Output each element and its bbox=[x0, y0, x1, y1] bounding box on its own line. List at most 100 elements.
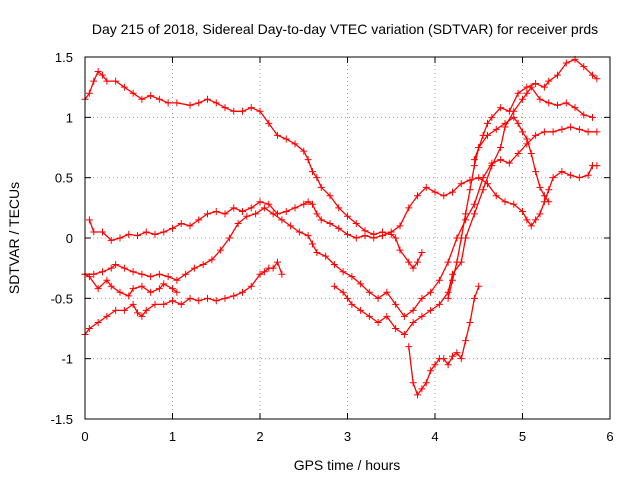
series bbox=[330, 83, 596, 339]
data-point bbox=[418, 312, 426, 320]
data-point bbox=[230, 107, 238, 115]
data-point bbox=[90, 270, 98, 278]
data-point bbox=[212, 297, 220, 305]
data-point bbox=[370, 234, 378, 242]
data-point bbox=[488, 113, 496, 121]
y-tick-label: -1.5 bbox=[51, 412, 73, 427]
series bbox=[81, 270, 181, 300]
data-point bbox=[120, 306, 128, 314]
data-point bbox=[112, 261, 120, 269]
data-point bbox=[593, 75, 601, 83]
data-point bbox=[492, 192, 500, 200]
data-point bbox=[195, 216, 203, 224]
data-point bbox=[558, 125, 566, 133]
data-point bbox=[330, 261, 338, 269]
data-point bbox=[470, 200, 478, 208]
data-point bbox=[142, 228, 150, 236]
data-point bbox=[418, 294, 426, 302]
data-point bbox=[383, 312, 391, 320]
data-point bbox=[584, 128, 592, 136]
data-point bbox=[107, 236, 115, 244]
series bbox=[85, 162, 601, 244]
data-point bbox=[562, 59, 570, 67]
data-point bbox=[344, 294, 351, 302]
data-point bbox=[309, 240, 316, 248]
data-point bbox=[475, 282, 483, 290]
data-point bbox=[274, 258, 281, 266]
data-point bbox=[177, 300, 185, 308]
data-point bbox=[221, 294, 229, 302]
x-tick-label: 0 bbox=[81, 429, 88, 444]
data-point bbox=[405, 204, 413, 212]
data-point bbox=[532, 131, 540, 139]
data-point bbox=[120, 264, 128, 272]
data-point bbox=[523, 89, 531, 97]
y-tick-label: -1 bbox=[61, 352, 73, 367]
data-point bbox=[365, 288, 373, 296]
data-point bbox=[400, 312, 408, 320]
data-point bbox=[256, 198, 264, 206]
data-series bbox=[81, 55, 601, 399]
data-point bbox=[523, 83, 531, 91]
data-point bbox=[409, 264, 417, 272]
data-point bbox=[589, 113, 596, 121]
data-point bbox=[540, 128, 548, 136]
data-point bbox=[405, 258, 413, 266]
data-point bbox=[449, 188, 456, 196]
data-point bbox=[107, 264, 115, 272]
data-point bbox=[339, 288, 347, 296]
data-point bbox=[190, 264, 198, 272]
data-point bbox=[160, 280, 168, 288]
data-point bbox=[501, 198, 509, 206]
data-point bbox=[186, 101, 194, 109]
x-tick-label: 3 bbox=[344, 429, 351, 444]
data-point bbox=[221, 104, 229, 112]
data-point bbox=[278, 270, 286, 278]
data-point bbox=[536, 95, 544, 103]
data-point bbox=[125, 230, 133, 238]
y-axis-label: SDTVAR / TECUs bbox=[6, 182, 22, 294]
data-point bbox=[256, 270, 264, 278]
data-point bbox=[103, 312, 111, 320]
data-point bbox=[94, 67, 102, 75]
data-point bbox=[427, 367, 435, 375]
data-point bbox=[217, 246, 225, 254]
data-point bbox=[484, 131, 491, 139]
data-point bbox=[514, 119, 522, 127]
data-point bbox=[584, 171, 592, 179]
data-point bbox=[357, 306, 365, 314]
data-point bbox=[282, 207, 290, 215]
data-point bbox=[317, 183, 325, 191]
data-point bbox=[173, 276, 181, 284]
y-tick-label: 0.5 bbox=[55, 171, 73, 186]
data-point bbox=[85, 273, 93, 281]
series bbox=[81, 258, 286, 339]
data-point bbox=[400, 331, 408, 339]
data-point bbox=[383, 288, 391, 296]
y-tick-label: -0.5 bbox=[51, 291, 73, 306]
data-point bbox=[422, 379, 430, 387]
data-point bbox=[138, 270, 146, 278]
data-point bbox=[431, 361, 439, 369]
data-point bbox=[326, 192, 334, 200]
data-point bbox=[453, 349, 461, 357]
data-point bbox=[593, 128, 601, 136]
data-point bbox=[309, 200, 316, 208]
data-point bbox=[571, 104, 579, 112]
data-point bbox=[523, 216, 531, 224]
data-point bbox=[169, 285, 176, 293]
data-point bbox=[173, 288, 181, 296]
data-point bbox=[396, 246, 404, 254]
data-point bbox=[575, 174, 583, 182]
data-point bbox=[361, 232, 369, 240]
data-point bbox=[497, 156, 505, 164]
data-point bbox=[155, 285, 163, 293]
data-point bbox=[449, 276, 456, 284]
data-point bbox=[554, 101, 561, 109]
data-point bbox=[414, 192, 421, 200]
data-point bbox=[116, 288, 124, 296]
data-point bbox=[540, 83, 548, 91]
data-point bbox=[155, 95, 163, 103]
data-point bbox=[440, 355, 448, 363]
data-point bbox=[85, 216, 93, 224]
